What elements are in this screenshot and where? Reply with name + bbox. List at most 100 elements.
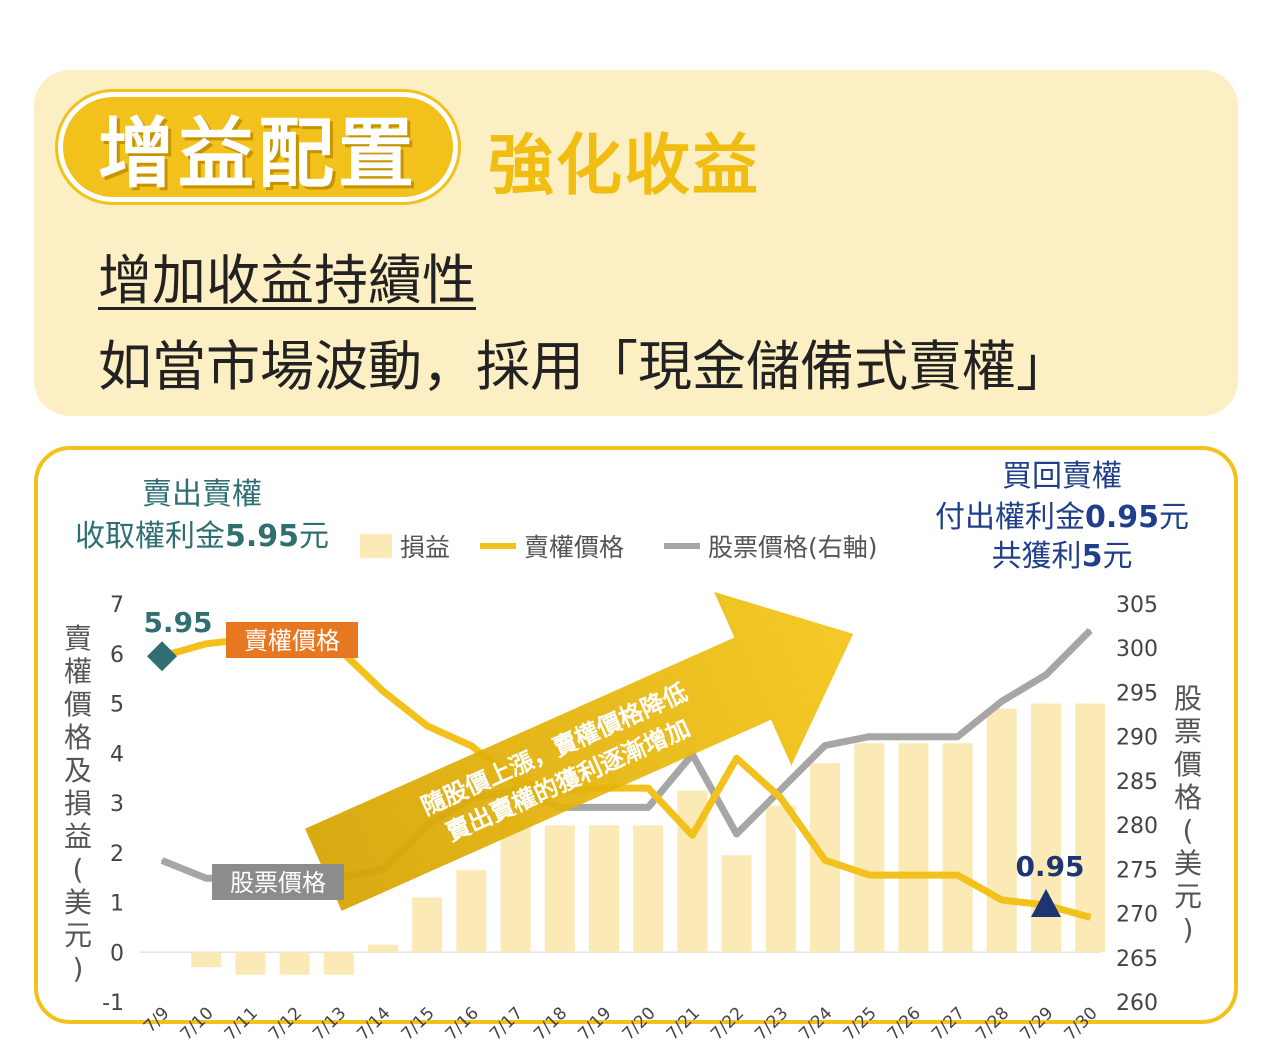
stock-point-7/27 [956,735,959,738]
x-tick-7/23: 7/23 [751,1003,792,1044]
x-tick-7/28: 7/28 [972,1003,1013,1044]
left-tick-5: 5 [110,693,124,718]
buy-note-profit-text: 共獲利 [992,539,1082,574]
x-tick-7/10: 7/10 [177,1003,218,1044]
stock-point-7/30 [1089,629,1092,632]
stock-point-7/24 [824,744,826,747]
axis-title-char: 損 [64,787,92,820]
left-tick-3: 3 [110,792,124,817]
bar-7/27 [942,743,973,953]
x-tick-7/30: 7/30 [1061,1003,1102,1044]
stock-point-7/23 [779,788,782,791]
sell-note-line1: 賣出賣權 [142,477,262,512]
title-badge: 增益配置 [58,92,458,202]
left-tick-7: 7 [110,593,124,618]
bar-7/12 [279,952,310,975]
bar-7/14 [368,944,398,953]
left-tick-6: 6 [110,643,124,668]
sell-note-unit: 元 [299,519,329,554]
x-tick-7/20: 7/20 [619,1003,660,1044]
sell-note-line2: 收取權利金5.95元 [75,519,329,554]
right-tick-260: 260 [1116,991,1158,1016]
left-tick-4: 4 [110,742,124,767]
x-tick-7/15: 7/15 [398,1003,439,1044]
stock-point-7/26 [912,735,915,738]
bar-7/18 [544,825,575,953]
left-tick--1: -1 [102,991,124,1016]
bar-7/20 [633,825,664,953]
put-point-7/27 [956,874,959,877]
axis-title-char: 賣 [64,622,92,655]
headline: 增加收益持續性 [98,249,476,312]
axis-title-char: 格 [64,721,92,754]
buy-note-amount: 0.95 [1085,500,1159,535]
axis-title-char: 價 [1174,748,1202,781]
legend-item-2: 賣權價格 [524,533,624,562]
put-point-7/22 [735,757,738,760]
put-point-7/30 [1089,916,1092,919]
sell-note-text: 收取權利金 [75,519,225,554]
bar-7/19 [589,825,619,953]
stock-label-box [212,864,344,900]
put-point-7/16 [470,744,473,747]
right-tick-265: 265 [1116,947,1158,972]
right-tick-275: 275 [1116,858,1158,883]
put-point-7/24 [824,859,826,862]
axis-title-char: 股 [1174,682,1202,715]
axis-title-char: 美 [1174,847,1202,880]
right-tick-305: 305 [1116,593,1158,618]
buy-note-profit-unit: 元 [1102,539,1132,574]
put-label: 賣權價格 [244,627,340,655]
bar-7/30 [1075,703,1106,953]
bar-7/17 [500,817,531,953]
x-tick-7/24: 7/24 [795,1003,836,1044]
bar-7/23 [765,805,796,953]
left-tick-0: 0 [110,941,124,966]
start-marker-diamond [147,641,177,672]
right-tick-280: 280 [1116,814,1158,839]
legend-item-1: 損益 [400,533,450,562]
axis-title-char: ( [73,853,84,886]
x-tick-7/26: 7/26 [884,1003,925,1044]
put-label-box [226,622,358,658]
bar-7/13 [323,952,354,975]
x-tick-7/13: 7/13 [309,1003,350,1044]
right-tick-285: 285 [1116,770,1158,795]
bar-7/25 [854,743,885,953]
x-tick-7/22: 7/22 [707,1003,748,1044]
axis-title-char: 美 [64,886,92,919]
stock-point-7/29 [1045,673,1047,676]
bar-7/26 [898,743,929,953]
put-point-7/14 [382,690,384,693]
stock-point-7/22 [735,832,738,835]
put-point-7/15 [426,724,429,727]
end-marker-triangle [1031,888,1061,917]
x-tick-7/25: 7/25 [840,1003,881,1044]
legend-item-3: 股票價格(右軸) [708,533,878,562]
right-tick-290: 290 [1116,726,1158,751]
bar-7/10 [191,952,222,968]
stock-point-7/20 [647,806,650,809]
bar-7/11 [235,952,266,975]
x-tick-7/14: 7/14 [353,1003,394,1044]
start-value-label: 5.95 [143,606,212,639]
sell-note-amount: 5.95 [225,519,299,554]
title-badge-text: 增益配置 [98,109,418,198]
buy-note-unit: 元 [1159,500,1189,535]
right-tick-295: 295 [1116,681,1158,706]
put-point-7/10 [205,642,208,645]
right-tick-300: 300 [1116,637,1158,662]
bar-7/28 [986,708,1017,953]
axis-title-char: ) [1183,913,1194,946]
description: 如當市場波動，採用「現金儲備式賣權」 [98,335,1070,398]
axis-title-char: 元 [1174,880,1202,913]
x-tick-7/9: 7/9 [140,1003,173,1036]
x-tick-7/11: 7/11 [221,1003,262,1044]
stock-point-7/28 [1000,700,1003,703]
put-point-7/21 [691,834,694,837]
buy-note-line3: 共獲利5元 [992,539,1133,574]
x-tick-7/18: 7/18 [530,1003,571,1044]
stock-point-7/25 [868,735,871,738]
buy-note-profit-amount: 5 [1082,539,1103,574]
axis-title-char: 價 [64,688,92,721]
